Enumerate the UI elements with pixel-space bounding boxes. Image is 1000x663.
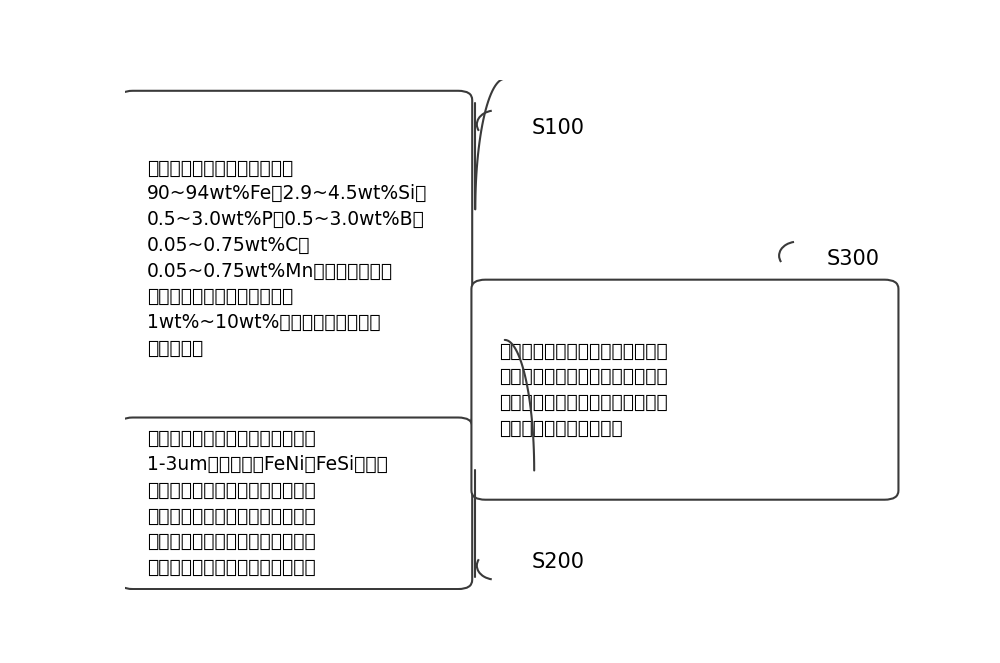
FancyBboxPatch shape (471, 280, 898, 500)
Text: 混合处理步骤：将所述树脂悬浮液
和热处理后的所述第一颗粒粉末混
合，并干燥，得到混合粉末，即为
所述低压一体成型材料。: 混合处理步骤：将所述树脂悬浮液 和热处理后的所述第一颗粒粉末混 合，并干燥，得到… (499, 341, 668, 438)
Text: S300: S300 (826, 249, 879, 269)
Text: 树脂悬浮液制取步骤：选取粒度为
1-3um的羰基铁、FeNi、FeSi中的至
少一种构成的第二颗粒粉末与液态
环氧树脂、液态酚醛或液态聚酯树
脂中的至少一种混合: 树脂悬浮液制取步骤：选取粒度为 1-3um的羰基铁、FeNi、FeSi中的至 少… (147, 430, 388, 577)
Text: S100: S100 (532, 118, 585, 138)
Text: 第一颗粒粉末处理步骤：将含
90~94wt%Fe、2.9~4.5wt%Si、
0.5~3.0wt%P、0.5~3.0wt%B、
0.05~0.75wt%C和
0: 第一颗粒粉末处理步骤：将含 90~94wt%Fe、2.9~4.5wt%Si、 0… (147, 158, 427, 358)
FancyBboxPatch shape (119, 91, 472, 426)
FancyBboxPatch shape (119, 418, 472, 589)
Text: S200: S200 (532, 552, 585, 572)
